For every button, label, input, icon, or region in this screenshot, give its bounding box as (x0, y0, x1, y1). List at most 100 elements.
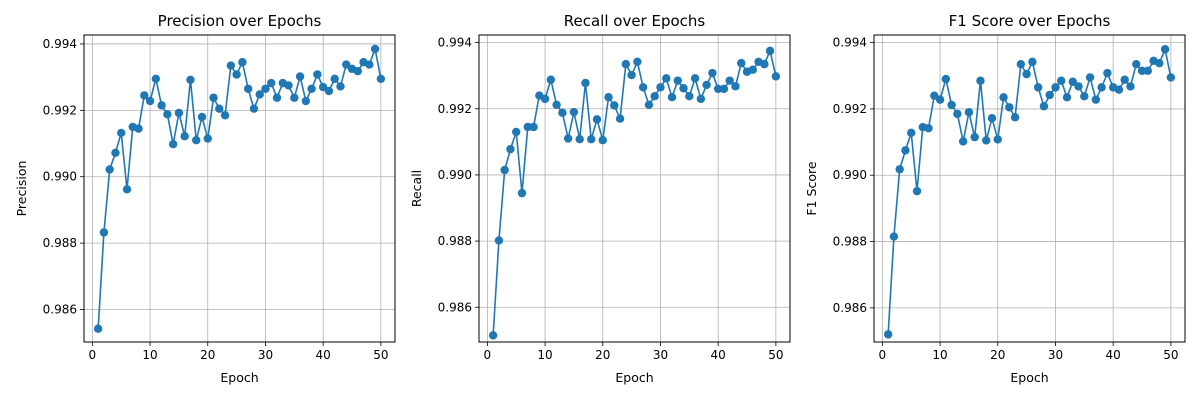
data-point (180, 132, 189, 141)
data-point (1028, 57, 1037, 67)
data-point (301, 96, 311, 106)
y-tick-label: 0.990 (438, 168, 472, 182)
data-point (93, 324, 103, 333)
data-point (540, 94, 550, 104)
data-point (587, 135, 596, 144)
data-point (883, 330, 893, 339)
data-point (1143, 66, 1152, 76)
x-tick-label: 50 (768, 348, 783, 362)
x-axis-label: Epoch (1010, 370, 1048, 385)
data-point (203, 134, 212, 143)
data-point (719, 84, 729, 94)
data-point (512, 127, 521, 137)
data-point (232, 70, 241, 79)
data-point (999, 93, 1008, 102)
data-point (569, 107, 579, 117)
data-point (771, 72, 781, 81)
data-point (272, 93, 282, 102)
data-point (342, 60, 351, 69)
data-point (685, 92, 694, 101)
data-point (330, 74, 339, 84)
data-point (731, 82, 740, 91)
data-point (1132, 59, 1141, 69)
series-line (97, 48, 382, 329)
f1-score-chart: F1 Score over Epochs Epoch F1 Score 0 10 2… (804, 12, 1186, 385)
x-tick-label: 30 (653, 348, 668, 362)
data-point (105, 165, 114, 174)
y-tick-label: 0.988 (833, 235, 867, 249)
data-point (353, 66, 362, 76)
data-point (249, 104, 259, 113)
data-point (958, 137, 968, 146)
data-point (111, 148, 120, 158)
x-tick-label: 50 (373, 348, 388, 362)
x-tick-label: 0 (879, 348, 887, 362)
data-point (895, 165, 904, 174)
data-point (1068, 77, 1077, 86)
data-point (889, 232, 899, 241)
axes-frame (83, 34, 396, 343)
data-point (209, 93, 218, 102)
data-point (370, 44, 380, 54)
data-point (186, 75, 195, 85)
data-point (134, 124, 143, 133)
data-point (529, 122, 538, 132)
data-point (1016, 59, 1026, 69)
data-point (1155, 58, 1164, 68)
y-axis-label: Recall (409, 170, 424, 207)
data-point (145, 96, 155, 106)
data-point (168, 139, 178, 149)
x-tick-label: 40 (711, 348, 726, 362)
data-point (267, 78, 276, 88)
data-point (953, 109, 962, 119)
chart-title: Recall over Epochs (564, 12, 706, 30)
y-tick-label: 0.986 (438, 300, 472, 314)
data-point (1097, 83, 1106, 92)
data-point (1039, 102, 1049, 111)
data-point (604, 92, 613, 102)
data-point (157, 101, 166, 110)
data-point (122, 185, 132, 194)
data-point (964, 108, 974, 117)
data-point (1120, 75, 1129, 84)
data-point (610, 101, 619, 110)
data-point (215, 104, 224, 113)
x-axis-label: Epoch (615, 370, 653, 385)
data-point (376, 74, 386, 84)
data-point (226, 61, 236, 70)
precision-chart: Precision over Epochs Epoch Precision 0 1… (14, 12, 396, 385)
x-tick-label: 30 (1048, 348, 1063, 362)
data-point (765, 46, 775, 56)
axes-frame (873, 34, 1186, 343)
x-tick-label: 20 (595, 348, 610, 362)
x-axis-label: Epoch (220, 370, 258, 385)
y-tick-label: 0.994 (833, 36, 867, 50)
data-point (615, 114, 625, 123)
data-point (1062, 93, 1072, 102)
data-point (220, 111, 230, 120)
data-point (151, 74, 161, 84)
data-point (970, 132, 979, 142)
data-point (552, 100, 561, 110)
data-point (1091, 95, 1101, 104)
x-tick-label: 0 (89, 348, 97, 362)
data-point (1166, 73, 1176, 82)
data-point (656, 83, 665, 92)
data-point (1057, 76, 1066, 85)
x-tick-label: 20 (200, 348, 215, 362)
data-point (255, 90, 264, 99)
data-point (912, 186, 922, 196)
data-point (517, 188, 527, 198)
x-tick-label: 30 (258, 348, 273, 362)
data-point (976, 76, 985, 85)
data-point (523, 122, 532, 132)
data-point (702, 80, 711, 90)
y-tick-label: 0.988 (43, 236, 77, 250)
chart-title: Precision over Epochs (158, 12, 322, 30)
data-point (760, 59, 769, 69)
data-point (907, 128, 916, 138)
chart-title: F1 Score over Epochs (949, 12, 1111, 30)
data-point (546, 75, 556, 84)
x-tick-label: 10 (537, 348, 552, 362)
